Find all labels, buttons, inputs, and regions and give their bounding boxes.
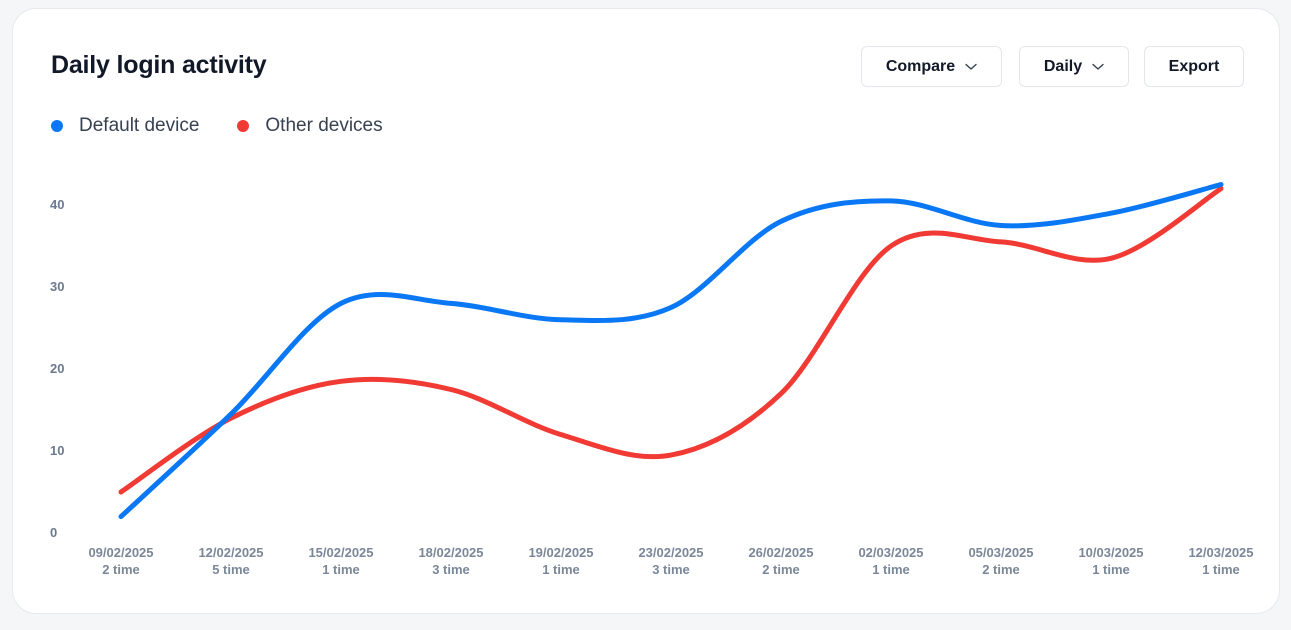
chart-title: Daily login activity xyxy=(51,51,267,79)
compare-label: Compare xyxy=(885,57,956,75)
legend-item-default-device[interactable]: Default device xyxy=(51,115,199,137)
period-label: Daily xyxy=(1043,57,1083,75)
legend-item-other-devices[interactable]: Other devices xyxy=(237,115,383,137)
legend-dot-other-devices xyxy=(237,120,250,132)
legend-label-other-devices: Other devices xyxy=(265,115,383,136)
chart-legend: Default device Other devices xyxy=(51,115,383,137)
chevron-down-icon xyxy=(965,63,977,70)
period-dropdown-button[interactable]: Daily xyxy=(1019,46,1129,87)
chevron-down-icon xyxy=(1092,63,1104,70)
compare-dropdown-button[interactable]: Compare xyxy=(861,46,1002,87)
chart-card: Daily login activity Compare Daily Expor… xyxy=(12,8,1280,614)
export-label: Export xyxy=(1168,57,1220,75)
export-button[interactable]: Export xyxy=(1144,46,1244,87)
legend-dot-default-device xyxy=(51,120,63,132)
legend-label-default-device: Default device xyxy=(79,115,200,136)
